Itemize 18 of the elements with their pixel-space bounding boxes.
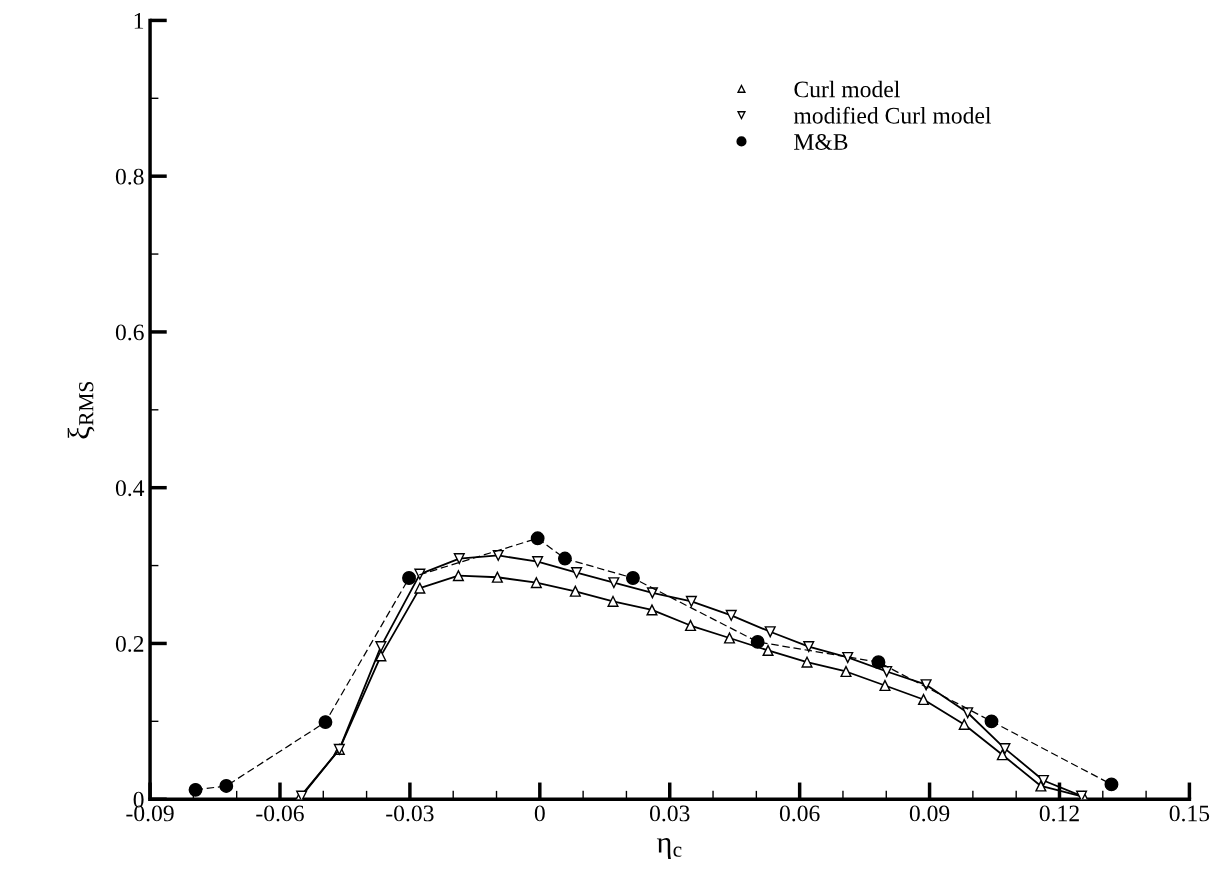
y-tick-label: 0.2 — [115, 635, 144, 652]
x-tick-label: -0.03 — [386, 805, 434, 822]
y-tick-label: 0.4 — [115, 480, 145, 497]
x-tick-label: 0.12 — [1039, 805, 1079, 822]
x-tick-label: 0 — [534, 805, 545, 822]
y-axis-title: ξ$_{RMS}$ — [67, 382, 95, 439]
y-tick-label: 1 — [134, 13, 144, 29]
x-tick-label: 0.06 — [779, 805, 820, 822]
x-tick-label: -0.06 — [256, 805, 304, 822]
legend-label: modified Curl model — [793, 106, 991, 124]
y-tick-label: 0.6 — [115, 324, 144, 341]
x-tick-label: 0.09 — [909, 805, 950, 822]
legend-label: Curl model — [794, 80, 900, 98]
x-tick-label: 0.03 — [649, 805, 690, 822]
y-tick-label: 0.8 — [115, 168, 144, 185]
legend-label: M&B — [794, 134, 848, 150]
x-axis-title: η$_{c}$ — [656, 838, 682, 859]
x-tick-label: 0.15 — [1169, 805, 1210, 822]
